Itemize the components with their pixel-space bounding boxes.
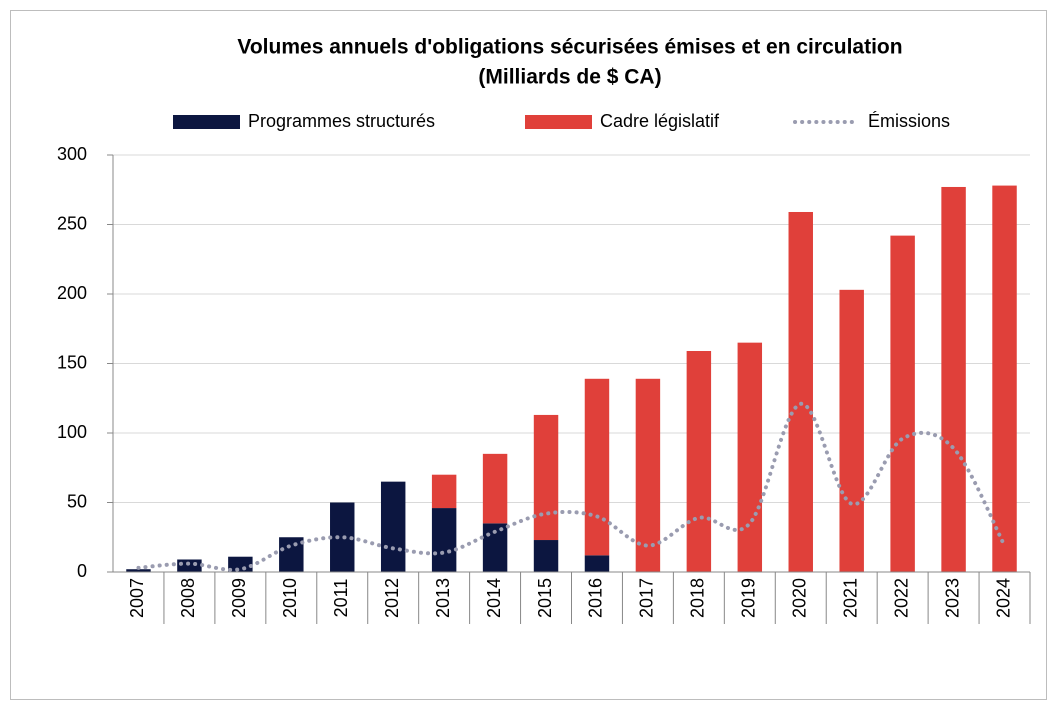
bar <box>431 474 457 509</box>
x-tick-label: 2021 <box>840 578 860 618</box>
x-tick-label: 2015 <box>535 578 555 618</box>
bar <box>584 555 610 572</box>
y-tick-label: 300 <box>57 144 87 164</box>
bar <box>533 414 559 541</box>
chart-title: Volumes annuels d'obligations sécurisées… <box>237 36 902 59</box>
x-tick-label: 2010 <box>280 578 300 618</box>
x-tick-label: 2014 <box>484 578 504 618</box>
x-tick-label: 2007 <box>127 578 147 618</box>
bar <box>839 289 864 572</box>
x-tick-label: 2009 <box>229 578 249 618</box>
x-tick-label: 2024 <box>993 578 1013 618</box>
bar <box>635 378 661 572</box>
x-tick-label: 2016 <box>586 578 606 618</box>
x-tick-label: 2008 <box>178 578 198 618</box>
bar <box>482 453 508 524</box>
bar <box>380 481 406 572</box>
bar <box>686 350 712 572</box>
legend-label: Cadre législatif <box>600 111 720 131</box>
bar <box>533 540 559 572</box>
legend-swatch <box>173 115 240 129</box>
x-tick-label: 2012 <box>382 578 402 618</box>
legend-swatch <box>525 115 592 129</box>
bar <box>228 556 253 572</box>
x-tick-label: 2023 <box>942 578 962 618</box>
legend-label: Émissions <box>868 111 950 131</box>
bar <box>890 235 915 572</box>
bar <box>737 342 763 572</box>
x-tick-label: 2013 <box>433 578 453 618</box>
bar <box>788 211 813 573</box>
y-tick-label: 250 <box>57 213 87 233</box>
x-tick-label: 2020 <box>790 578 810 618</box>
chart-subtitle: (Milliards de $ CA) <box>478 66 661 89</box>
bar <box>941 186 966 572</box>
y-tick-label: 50 <box>67 491 87 511</box>
y-tick-label: 150 <box>57 352 87 372</box>
x-tick-label: 2011 <box>331 579 351 618</box>
bar <box>431 508 457 572</box>
line <box>136 401 1007 572</box>
y-tick-label: 100 <box>57 422 87 442</box>
bar <box>992 185 1017 572</box>
y-tick-label: 0 <box>77 561 87 581</box>
x-tick-label: 2018 <box>688 578 708 618</box>
legend-label: Programmes structurés <box>248 111 435 131</box>
x-tick-label: 2019 <box>739 578 759 618</box>
bar <box>279 537 304 572</box>
bar <box>126 569 151 572</box>
y-tick-label: 200 <box>57 283 87 303</box>
x-tick-label: 2017 <box>637 578 657 618</box>
x-tick-label: 2022 <box>891 578 911 618</box>
bar <box>584 378 610 556</box>
